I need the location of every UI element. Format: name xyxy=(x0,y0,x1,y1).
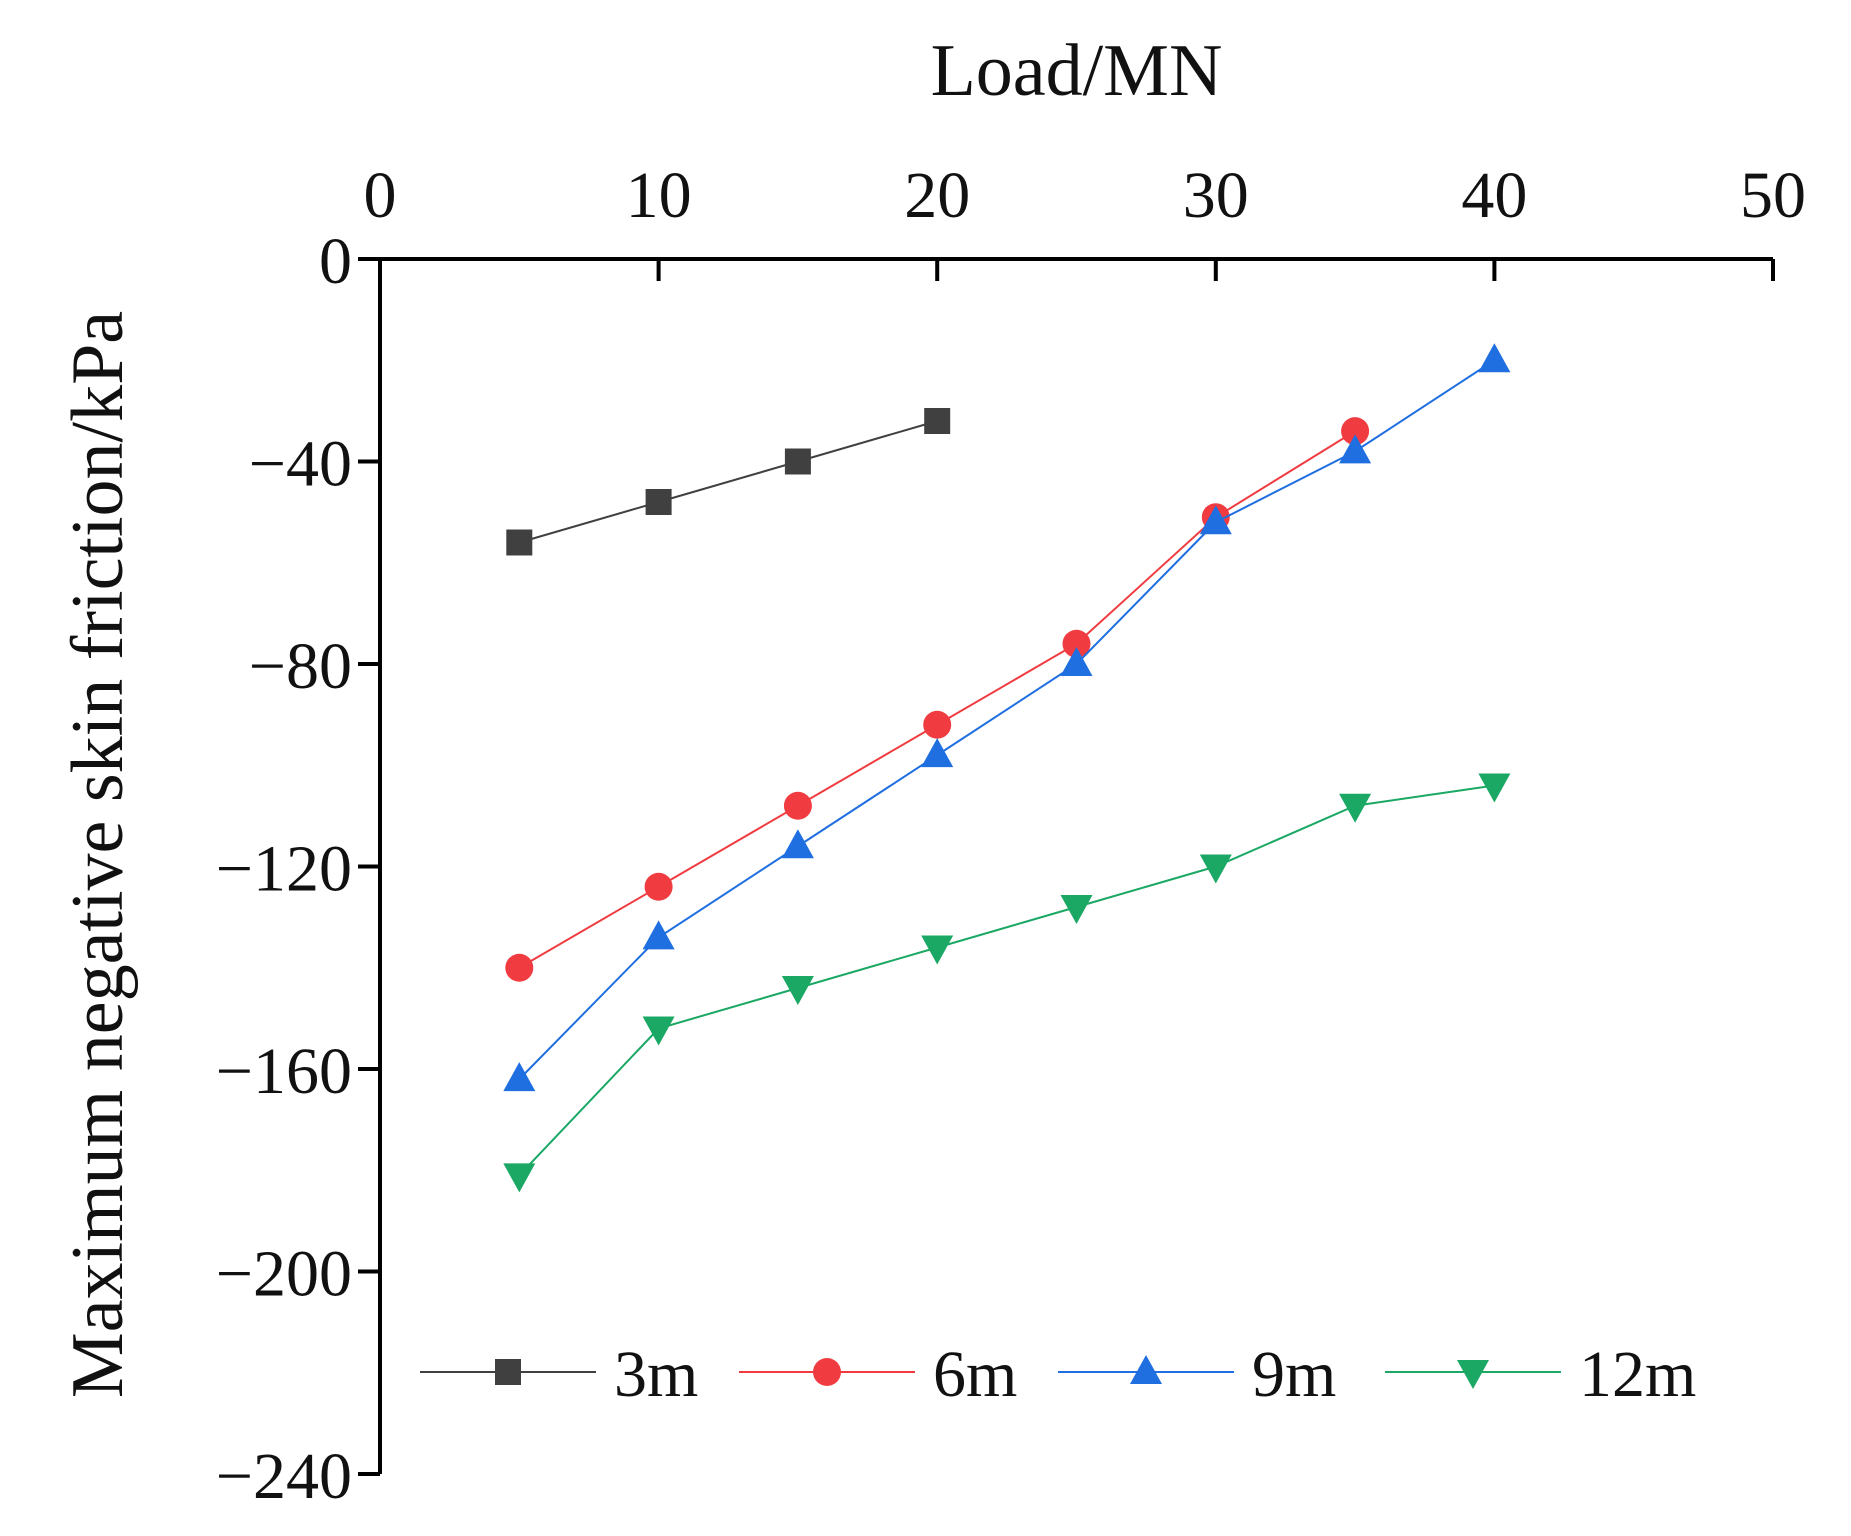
data-point-6m xyxy=(505,953,534,982)
series-line-12m xyxy=(518,784,1495,1177)
data-point-9m xyxy=(503,1062,536,1092)
data-point-12m xyxy=(1478,773,1511,803)
y-tick-label: −200 xyxy=(216,1238,352,1311)
legend-marker xyxy=(1457,1360,1489,1389)
series-line-3m xyxy=(519,420,938,544)
data-point-3m xyxy=(645,489,672,515)
data-point-9m xyxy=(642,920,675,950)
legend-marker xyxy=(813,1358,841,1386)
legend-label: 3m xyxy=(614,1338,698,1411)
legend-label: 9m xyxy=(1252,1338,1336,1411)
x-tick-label: 30 xyxy=(1183,159,1249,232)
legend-item-12m: 12m xyxy=(1385,1338,1696,1411)
data-point-9m xyxy=(781,829,814,859)
legend: 3m 6m 9m 12m xyxy=(420,1338,1696,1411)
data-point-9m xyxy=(921,738,954,768)
data-point-12m xyxy=(781,976,814,1005)
data-point-6m xyxy=(923,710,952,739)
legend-label: 6m xyxy=(933,1338,1017,1411)
y-tick-label: −240 xyxy=(216,1440,352,1513)
legend-item-3m: 3m xyxy=(420,1338,698,1411)
legend-item-6m: 6m xyxy=(739,1338,1017,1411)
series-6m xyxy=(505,417,1370,982)
legend-label: 12m xyxy=(1579,1338,1696,1411)
data-point-12m xyxy=(1339,793,1372,823)
x-tick-label: 10 xyxy=(626,159,692,232)
plot-series xyxy=(503,343,1511,1193)
data-point-9m xyxy=(1199,505,1232,535)
data-point-9m xyxy=(1339,434,1372,464)
series-12m xyxy=(503,773,1511,1193)
x-tick-label: 20 xyxy=(904,159,970,232)
series-9m xyxy=(503,343,1511,1092)
data-point-6m xyxy=(783,791,812,820)
data-point-12m xyxy=(921,935,954,965)
data-point-12m xyxy=(1060,895,1093,924)
data-point-6m xyxy=(1341,417,1370,446)
data-point-12m xyxy=(642,1016,675,1046)
data-point-12m xyxy=(503,1163,536,1193)
x-tick-label: 50 xyxy=(1740,159,1806,232)
data-point-3m xyxy=(506,529,533,556)
y-axis-title: Maximum negative skin friction/kPa xyxy=(57,311,139,1398)
x-tick-label: 0 xyxy=(364,159,397,232)
legend-marker xyxy=(495,1359,521,1385)
y-tick-label: −120 xyxy=(216,833,352,906)
y-tick-label: −160 xyxy=(216,1035,352,1108)
data-point-9m xyxy=(1060,647,1093,676)
axes: 0 10 20 30 40 50 0 −40 −80 −120 −160 −200 −240 Load/M… xyxy=(57,30,1806,1513)
series-line-9m xyxy=(518,359,1495,1080)
x-tick-label: 40 xyxy=(1461,159,1527,232)
data-point-6m xyxy=(1062,629,1091,658)
data-point-12m xyxy=(1199,854,1232,884)
y-tick-label: −40 xyxy=(249,428,352,501)
y-tick-label: 0 xyxy=(319,225,352,298)
legend-marker xyxy=(1130,1355,1162,1384)
data-point-6m xyxy=(644,872,673,901)
y-tick-label: −80 xyxy=(249,630,352,703)
data-point-3m xyxy=(784,448,811,475)
data-point-9m xyxy=(1478,343,1511,373)
legend-item-9m: 9m xyxy=(1058,1338,1336,1411)
x-axis-title: Load/MN xyxy=(931,30,1223,112)
data-point-3m xyxy=(924,408,951,434)
series-3m xyxy=(506,408,951,556)
